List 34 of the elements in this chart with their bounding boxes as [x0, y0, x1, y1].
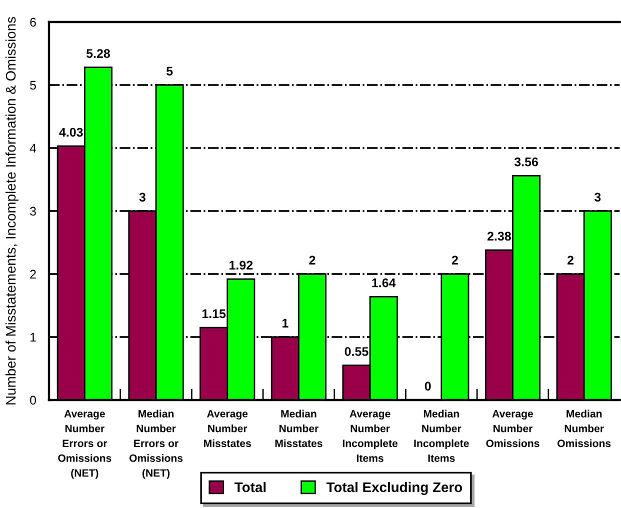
x-tick-label: Average Number Incomplete Items [342, 410, 398, 462]
x-tick-label: Average Number Misstates [204, 410, 251, 448]
data-label: 2 [452, 256, 458, 264]
data-label: 1.92 [230, 260, 253, 270]
y-tick-label: 3 [30, 206, 36, 216]
x-tick-label: Median Number Omissions [558, 410, 611, 448]
data-label: 3 [594, 192, 601, 202]
data-label: 2 [567, 256, 574, 264]
data-label: 1 [282, 318, 288, 328]
legend-label: Total Excluding Zero [326, 482, 462, 495]
y-tick-label: 4 [30, 144, 36, 153]
data-label: 2 [309, 256, 316, 264]
y-tick-label: 6 [30, 18, 36, 27]
data-label: 5 [166, 66, 173, 76]
data-label: 1.64 [372, 278, 396, 288]
data-label: 2.38 [487, 232, 511, 241]
x-tick-label: Median Number Incomplete Items [414, 410, 469, 462]
data-label: 4.03 [59, 128, 83, 137]
data-label: 3.56 [514, 157, 538, 166]
x-tick-label: Median Number Errors or Omissions (NET) [129, 410, 183, 479]
data-label: 0.55 [344, 347, 368, 356]
y-tick-label: 2 [30, 270, 36, 279]
data-label: 0 [424, 382, 431, 391]
legend-label: Total [234, 482, 266, 492]
y-tick-label: 5 [30, 80, 36, 90]
x-tick-label: Average Number Omissions [486, 410, 540, 448]
data-label: 3 [139, 192, 146, 202]
y-tick-label: 1 [30, 332, 36, 342]
x-tick-label: Average Number Errors or Omissions (NET) [58, 410, 112, 479]
y-axis-title: Number of Misstatements, Incomplete Information & Omissions [5, 16, 18, 404]
y-tick-label: 0 [30, 396, 36, 405]
data-label: 1.15 [202, 309, 226, 318]
data-label: 5.28 [86, 49, 110, 58]
x-tick-label: Median Number Misstates [275, 410, 322, 448]
